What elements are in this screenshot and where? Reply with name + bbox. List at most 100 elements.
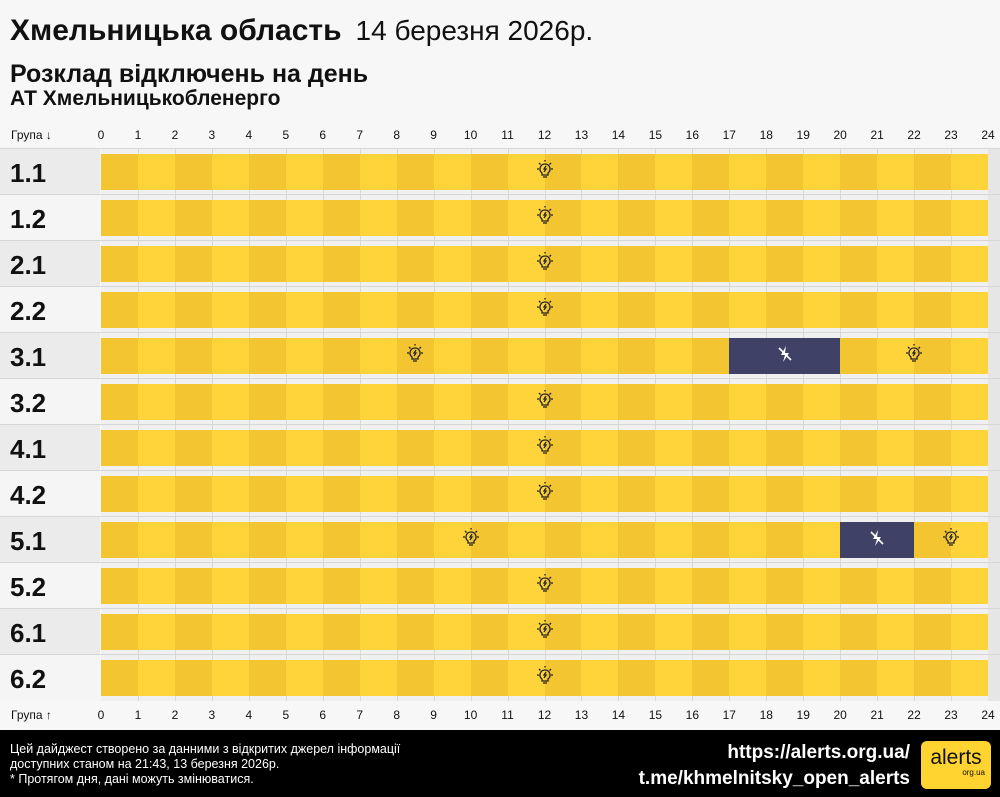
group-row: 4.1 <box>0 424 1000 471</box>
hour-tick: 0 <box>97 128 105 142</box>
hour-cell-power-on <box>433 476 472 512</box>
hour-tick: 8 <box>393 128 400 142</box>
timeline-track <box>101 425 989 471</box>
hour-cell-power-on <box>248 568 287 604</box>
hour-cell-power-on <box>101 614 139 650</box>
hour-cell-power-on <box>692 154 730 190</box>
company-name: АТ Хмельницькобленерго <box>10 87 281 110</box>
hour-cell-power-on <box>951 522 989 558</box>
hour-cell-power-on <box>914 384 952 420</box>
hour-cell-power-on <box>470 246 509 282</box>
hour-tick: 20 <box>833 128 847 142</box>
hour-cell-power-on <box>840 154 878 190</box>
hour-cell-power-on <box>359 292 398 328</box>
hour-cell-power-on <box>951 660 989 696</box>
hour-tick: 4 <box>245 708 253 722</box>
hour-cell-power-on <box>766 522 804 558</box>
hour-tick: 24 <box>981 708 995 722</box>
lightbulb-icon <box>536 297 554 323</box>
hour-cell-power-on <box>877 614 915 650</box>
schedule-bar <box>101 292 989 328</box>
hour-cell-power-on <box>618 246 656 282</box>
hour-cell-power-on <box>137 246 176 282</box>
hour-cell-power-on <box>655 384 693 420</box>
hour-cell-power-on <box>729 200 767 236</box>
hour-tick: 7 <box>356 128 364 142</box>
hour-tick: 3 <box>208 708 216 722</box>
site-link[interactable]: https://alerts.org.ua/ <box>727 742 910 763</box>
hour-cell-power-on <box>877 430 915 466</box>
hour-cell-power-on <box>692 614 730 650</box>
schedule-bar <box>101 384 989 420</box>
hour-cell-power-on <box>433 522 472 558</box>
hour-cell-power-on <box>470 338 509 374</box>
hour-cell-power-on <box>803 200 841 236</box>
hour-cell-power-on <box>396 384 435 420</box>
hour-cell-power-on <box>840 292 878 328</box>
hour-cell-power-on <box>470 154 509 190</box>
hour-cell-power-on <box>840 384 878 420</box>
date: 14 березня 2026р. <box>355 15 594 46</box>
hour-cell-power-on <box>803 614 841 650</box>
group-label: 1.1 <box>0 149 100 195</box>
hour-cell-power-on <box>174 660 213 696</box>
hour-tick: 5 <box>282 708 290 722</box>
track-end <box>988 149 1000 195</box>
track-end <box>988 563 1000 609</box>
footer-links: https://alerts.org.ua/ t.me/khmelnitsky_… <box>639 740 910 792</box>
hour-cell-power-on <box>322 614 361 650</box>
hour-cell-power-on <box>692 384 730 420</box>
hour-cell-power-on <box>692 660 730 696</box>
outage-block <box>840 522 915 558</box>
hour-cell-power-on <box>396 614 435 650</box>
hour-cell-power-on <box>322 522 361 558</box>
hour-cell-power-on <box>581 476 619 512</box>
hour-cell-power-on <box>544 154 582 190</box>
hour-tick: 12 <box>537 708 552 722</box>
footer-line: Цей дайджест створено за данними з відкр… <box>10 742 401 756</box>
track-end <box>988 425 1000 471</box>
hour-cell-power-on <box>914 292 952 328</box>
group-row: 1.2 <box>0 194 1000 241</box>
hour-cell-power-on <box>618 660 656 696</box>
hour-cell-power-on <box>101 522 139 558</box>
hour-cell-power-on <box>396 292 435 328</box>
hour-tick: 21 <box>870 708 884 722</box>
hour-cell-power-on <box>581 384 619 420</box>
hour-axis-top: Група ↓ 0 1 2 3 4 5 6 7 8 9 10 11 12 13 14 15 16 17 18 19 20 2… <box>0 124 1000 146</box>
track-end <box>988 471 1000 517</box>
hour-tick: 13 <box>574 708 589 722</box>
hour-cell-power-on <box>285 246 324 282</box>
hour-cell-power-on <box>359 568 398 604</box>
track-end <box>988 379 1000 425</box>
hour-cell-power-on <box>470 522 509 558</box>
hour-cell-power-on <box>507 292 545 328</box>
hour-cell-power-on <box>211 292 250 328</box>
hour-cell-power-on <box>396 246 435 282</box>
hour-cell-power-on <box>618 200 656 236</box>
hour-cell-power-on <box>766 614 804 650</box>
hour-cell-power-on <box>581 430 619 466</box>
hour-tick: 1 <box>134 708 142 722</box>
track-end <box>988 333 1000 379</box>
hour-tick: 7 <box>356 708 364 722</box>
hour-tick: 22 <box>907 128 921 142</box>
group-label: 4.2 <box>0 471 100 517</box>
hour-cell-power-on <box>211 614 250 650</box>
schedule-bar <box>101 660 989 696</box>
hour-cell-power-on <box>322 200 361 236</box>
hour-cell-power-on <box>840 246 878 282</box>
group-label: 5.2 <box>0 563 100 609</box>
hour-cell-power-on <box>396 522 435 558</box>
power-on-segment <box>840 338 988 374</box>
telegram-link[interactable]: t.me/khmelnitsky_open_alerts <box>638 768 910 789</box>
no-power-icon <box>868 529 886 552</box>
hour-cell-power-on <box>581 614 619 650</box>
hour-cell-power-on <box>507 614 545 650</box>
hour-tick: 1 <box>134 128 142 142</box>
timeline-track <box>101 471 989 517</box>
hour-cell-power-on <box>174 292 213 328</box>
hour-tick: 24 <box>981 128 995 142</box>
hour-cell-power-on <box>507 338 545 374</box>
hour-cell-power-on <box>470 476 509 512</box>
